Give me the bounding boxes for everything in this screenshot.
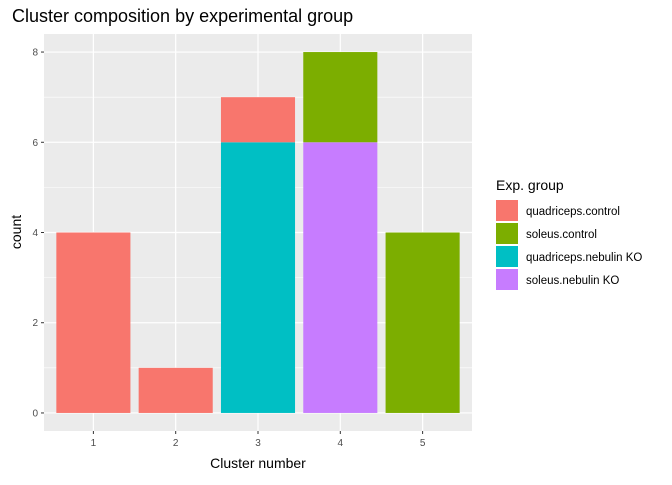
x-tick-label: 1 xyxy=(91,438,97,449)
y-tick-label: 8 xyxy=(32,48,38,59)
legend-label: quadriceps.nebulin KO xyxy=(526,252,642,264)
legend-label: soleus.nebulin KO xyxy=(526,275,619,287)
y-axis-label: count xyxy=(8,215,24,249)
x-tick-label: 5 xyxy=(420,438,426,449)
legend-key xyxy=(496,246,518,267)
bar-segment xyxy=(303,142,378,413)
x-tick-label: 4 xyxy=(338,438,344,449)
x-tick-label: 3 xyxy=(255,438,261,449)
bar-segment xyxy=(138,367,213,413)
legend-title: Exp. group xyxy=(496,177,564,193)
legend: Exp. group quadriceps.control soleus.cont… xyxy=(496,177,642,290)
bar-segment xyxy=(220,97,296,143)
legend-key xyxy=(496,200,518,221)
bar-segment xyxy=(303,52,378,143)
y-tick-label: 4 xyxy=(32,228,38,239)
legend-key xyxy=(496,223,518,244)
bar-segment xyxy=(220,142,296,413)
legend-label: quadriceps.control xyxy=(526,206,620,218)
legend-label: soleus.control xyxy=(526,229,597,241)
bar-segment xyxy=(56,232,131,413)
bar-segment xyxy=(385,232,460,413)
chart-title: Cluster composition by experimental grou… xyxy=(12,6,353,26)
x-axis-label: Cluster number xyxy=(210,455,306,471)
x-tick-label: 2 xyxy=(173,438,179,449)
legend-key xyxy=(496,269,518,290)
y-tick-label: 6 xyxy=(32,138,38,149)
y-tick-label: 2 xyxy=(32,318,38,329)
axis-layer: 0 2 4 6 8 1 2 3 4 5 xyxy=(32,48,425,449)
bar-layer xyxy=(56,52,460,413)
y-tick-label: 0 xyxy=(32,408,38,419)
